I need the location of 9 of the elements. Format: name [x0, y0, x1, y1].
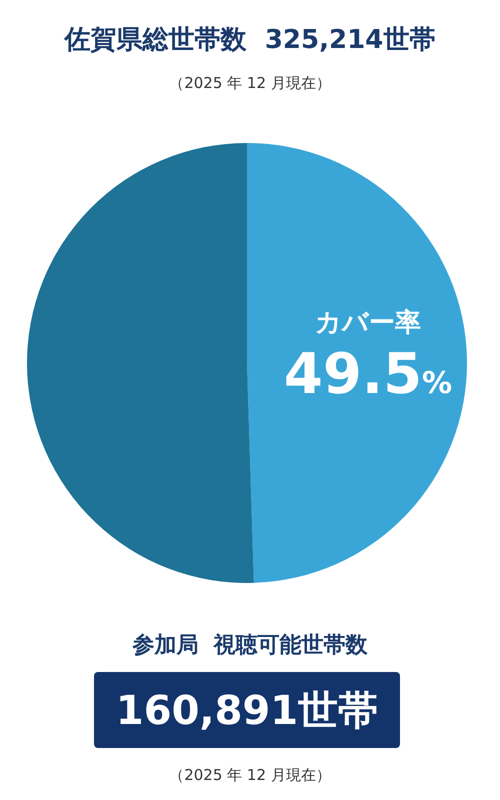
- pie-slice: [27, 143, 254, 583]
- chart-subtitle: （2025 年 12 月現在）: [168, 74, 332, 93]
- chart-title: 佐賀県総世帯数 325,214世帯: [62, 24, 436, 57]
- text: 参加局 視聴可能世帯数: [131, 632, 369, 660]
- text: （2025 年 12 月現在）: [168, 766, 332, 785]
- pie-slice: [247, 143, 467, 583]
- data-label: 49.5%: [284, 342, 452, 408]
- text: 160,891世帯: [94, 672, 400, 748]
- slice-label: カバー率: [314, 308, 421, 338]
